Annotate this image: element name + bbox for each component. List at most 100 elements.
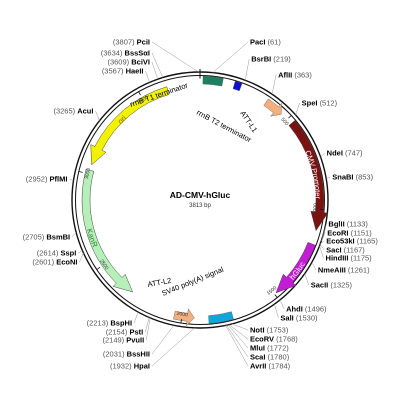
site-position: (853) bbox=[356, 173, 374, 182]
site-position: (3567) bbox=[102, 67, 126, 76]
site-name: BsrBI bbox=[251, 55, 273, 64]
site-label-pflmi: (2952) PflMI bbox=[26, 175, 68, 184]
site-leader bbox=[326, 176, 331, 180]
marker-label-rrnb-t1: rrnB T1 terminator bbox=[129, 80, 190, 108]
site-label-bcivi: (3609) BciVI bbox=[107, 58, 150, 67]
site-name: NmeAIII bbox=[318, 266, 348, 275]
tick-label: 1500 bbox=[266, 285, 279, 297]
site-leader bbox=[151, 61, 159, 80]
site-position: (1496) bbox=[305, 305, 327, 314]
site-leader bbox=[133, 311, 139, 324]
site-leader bbox=[212, 41, 249, 73]
site-leader bbox=[279, 299, 285, 310]
site-name: BsmBI bbox=[46, 233, 70, 242]
tick-label: 2500 bbox=[98, 259, 109, 272]
site-name: AhdI bbox=[286, 305, 305, 314]
tick-label: 1000 bbox=[312, 203, 319, 215]
site-position: (61) bbox=[268, 38, 282, 47]
tick-mark bbox=[288, 115, 292, 119]
plasmid-name: AD-CMV-hGluc bbox=[170, 190, 231, 200]
site-label-eco53ki: Eco53kI (1165) bbox=[326, 237, 378, 246]
plasmid-length: 3813 bp bbox=[189, 203, 211, 209]
site-spei: SpeI (512) bbox=[302, 99, 338, 108]
site-position: (3807) bbox=[113, 38, 137, 47]
site-name: EcoRV bbox=[250, 335, 276, 344]
site-bsphi: (2213) BspHI bbox=[87, 319, 132, 328]
site-sacii: SacII (1325) bbox=[311, 281, 353, 290]
site-leader bbox=[228, 324, 249, 340]
site-position: (2614) bbox=[37, 249, 61, 258]
site-name: BssSαI bbox=[125, 49, 150, 58]
site-leader bbox=[71, 232, 77, 238]
tick-mark bbox=[96, 266, 101, 270]
feature-hgluc bbox=[275, 242, 316, 294]
tick-label: 500 bbox=[279, 117, 289, 127]
site-bsshii: (2031) BssHII bbox=[103, 350, 150, 359]
site-position: (1753) bbox=[267, 326, 289, 335]
feature-label-cmv: CMV Promoter bbox=[303, 149, 322, 200]
site-leader bbox=[144, 317, 150, 333]
site-position: (1165) bbox=[357, 237, 379, 246]
site-leader bbox=[321, 232, 326, 242]
site-name: MluI bbox=[250, 344, 267, 353]
site-bcivi: (3609) BciVI bbox=[107, 58, 150, 67]
site-position: (2705) bbox=[23, 233, 47, 242]
site-leader bbox=[271, 74, 277, 95]
site-leader bbox=[151, 327, 195, 367]
marker-sv40 bbox=[208, 311, 234, 324]
site-position: (3634) bbox=[101, 49, 125, 58]
site-psti: (2154) PstI bbox=[106, 328, 144, 337]
site-position: (2031) bbox=[103, 350, 127, 359]
site-label-mlui: MluI (1772) bbox=[250, 344, 289, 353]
site-position: (1151) bbox=[351, 229, 373, 238]
site-name: BglII bbox=[328, 220, 346, 229]
site-label-scai: ScaI (1780) bbox=[250, 353, 290, 362]
site-eco53ki: Eco53kI (1165) bbox=[326, 237, 378, 246]
site-leader bbox=[95, 110, 100, 121]
site-label-aflii: AflII (363) bbox=[278, 71, 312, 80]
site-leader bbox=[151, 52, 164, 78]
feature-kanr bbox=[81, 168, 134, 293]
marker-label-att-l2: ATT-L2 bbox=[147, 276, 172, 289]
marker-rrnb-t2 bbox=[232, 80, 243, 92]
marker-att-l2 bbox=[173, 308, 195, 327]
site-label-haeii: (3567) HaeII bbox=[102, 67, 144, 76]
site-name: HindIII bbox=[326, 254, 351, 263]
site-position: (1772) bbox=[267, 344, 289, 353]
site-label-sacii: SacII (1325) bbox=[311, 281, 353, 290]
site-position: (1325) bbox=[330, 281, 352, 290]
site-position: (1780) bbox=[268, 353, 290, 362]
site-leader bbox=[227, 324, 249, 349]
site-name: SnaBI bbox=[332, 173, 355, 182]
site-avrii: AvrII (1784) bbox=[250, 362, 291, 371]
site-label-paci: PacI (61) bbox=[250, 38, 281, 47]
feature-label-kanr: KanR bbox=[85, 228, 100, 250]
site-name: Eco53kI bbox=[326, 237, 356, 246]
site-leader bbox=[295, 102, 300, 115]
site-position: (2149) bbox=[102, 336, 126, 345]
site-label-bsshii: (2031) BssHII bbox=[103, 350, 150, 359]
site-hindiii: HindIII (1175) bbox=[326, 254, 373, 263]
center-layer: AD-CMV-hGluc 3813 bp bbox=[170, 190, 231, 209]
marker-rrnb-t1 bbox=[202, 75, 224, 87]
site-label-noti: NotI (1753) bbox=[250, 326, 289, 335]
site-label-acui: (3265) AcuI bbox=[53, 107, 93, 116]
site-leader bbox=[304, 273, 309, 286]
site-name: EcoNI bbox=[56, 258, 77, 267]
site-label-avrii: AvrII (1784) bbox=[250, 362, 291, 371]
site-position: (363) bbox=[294, 71, 312, 80]
site-label-bsrbi: BsrBI (219) bbox=[251, 55, 291, 64]
tick-label: 3500 bbox=[137, 94, 150, 105]
site-label-bsmbi: (2705) BsmBI bbox=[23, 233, 71, 242]
site-name: SalI bbox=[280, 314, 295, 323]
site-position: (1932) bbox=[110, 362, 134, 371]
site-leader bbox=[319, 245, 324, 259]
site-ecorv: EcoRV (1768) bbox=[250, 335, 298, 344]
site-position: (2952) bbox=[26, 175, 50, 184]
site-position: (747) bbox=[345, 149, 363, 158]
site-position: (512) bbox=[320, 99, 338, 108]
site-label-pvuii: (2149) PvuII bbox=[102, 336, 144, 345]
site-name: HpaI bbox=[134, 362, 150, 371]
tick-label: 2000 bbox=[176, 311, 188, 319]
